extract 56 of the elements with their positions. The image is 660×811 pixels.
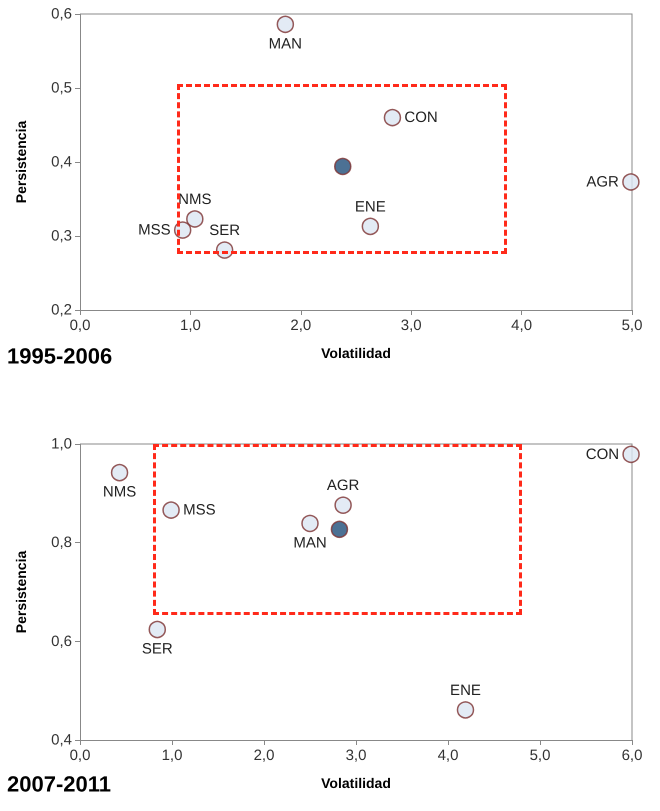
point bbox=[334, 158, 352, 176]
annotation: AGR bbox=[586, 173, 620, 190]
point bbox=[622, 173, 640, 191]
annotation: CON bbox=[404, 109, 438, 126]
point bbox=[330, 520, 348, 538]
annotation: NMS bbox=[102, 484, 136, 501]
point bbox=[622, 446, 640, 464]
x-tick-label: 1,0 bbox=[180, 317, 201, 334]
x-tick-label: 0,0 bbox=[70, 317, 90, 334]
point bbox=[384, 108, 402, 126]
x-tick-label: 4,0 bbox=[511, 317, 532, 334]
point bbox=[148, 620, 166, 638]
x-tick-label: 5,0 bbox=[622, 317, 642, 334]
x-tick-label: 2,0 bbox=[290, 317, 312, 334]
x-axis-title: Volatilidad bbox=[321, 775, 391, 791]
x-tick-label: 3,0 bbox=[346, 747, 366, 764]
annotation: MAN bbox=[268, 35, 302, 52]
text: 2007-2011 bbox=[7, 772, 111, 796]
annotation: MAN bbox=[293, 534, 327, 552]
point bbox=[276, 16, 294, 34]
point bbox=[162, 501, 180, 519]
annotation: CON bbox=[586, 446, 620, 463]
text: 1995-2006 bbox=[7, 344, 112, 368]
x-tick-label: 2,0 bbox=[254, 747, 274, 764]
point bbox=[186, 210, 204, 228]
y-tick-label: 0,8 bbox=[51, 534, 72, 552]
y-tick-label: 0,5 bbox=[51, 80, 72, 96]
x-tick-label: 4,0 bbox=[438, 747, 458, 764]
y-tick-label: 0,4 bbox=[51, 154, 72, 170]
annotation: AGR bbox=[326, 477, 360, 494]
y-tick-label: 0,2 bbox=[51, 302, 72, 318]
x-tick-label: 3,0 bbox=[400, 317, 422, 334]
y-axis-title: Persistencia bbox=[13, 120, 29, 204]
y-tick-label: 0,4 bbox=[51, 732, 72, 748]
annotation: MSS bbox=[138, 222, 171, 239]
point bbox=[110, 464, 128, 482]
x-tick-label: 0,0 bbox=[70, 747, 90, 764]
annotation: SER bbox=[209, 222, 240, 240]
y-axis-title: Persistencia bbox=[13, 550, 29, 634]
annotation: ENE bbox=[450, 682, 481, 699]
y-tick-label: 0,3 bbox=[51, 228, 72, 244]
point bbox=[362, 218, 380, 236]
point bbox=[456, 701, 474, 719]
x-tick-label: 1,0 bbox=[162, 747, 182, 764]
y-tick-label: 0,6 bbox=[51, 6, 72, 22]
y-tick-label: 1,0 bbox=[51, 436, 72, 452]
point bbox=[301, 514, 319, 532]
x-axis-title: Volatilidad bbox=[321, 345, 391, 361]
point bbox=[334, 496, 352, 514]
annotation: NMS bbox=[178, 190, 212, 208]
x-tick-label: 5,0 bbox=[530, 747, 550, 764]
y-tick-label: 0,6 bbox=[51, 632, 72, 650]
annotation: ENE bbox=[354, 198, 386, 216]
annotation: MSS bbox=[183, 502, 216, 519]
annotation: SER bbox=[142, 640, 173, 658]
x-tick-label: 6,0 bbox=[622, 747, 642, 764]
